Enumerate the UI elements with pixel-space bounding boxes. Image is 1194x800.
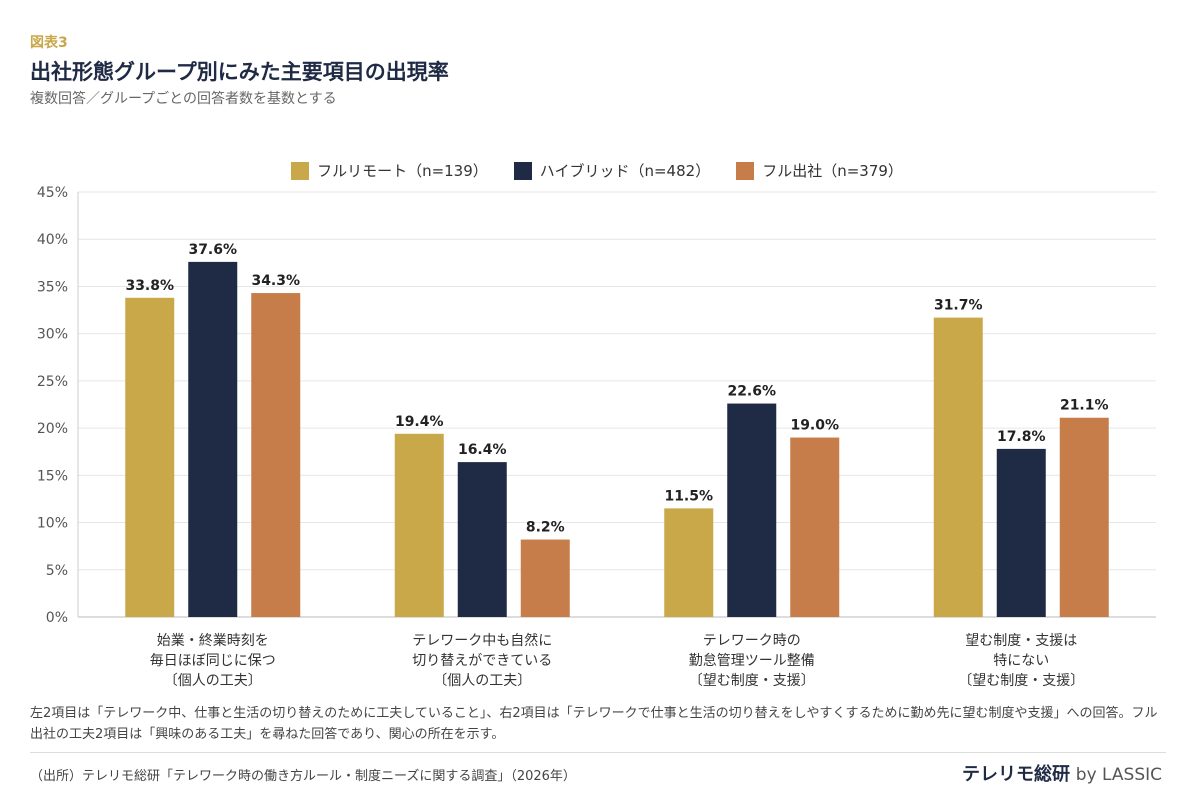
legend-swatch-full-remote <box>291 161 310 180</box>
brand-logo: テレリモ総研 by LASSIC <box>962 760 1162 786</box>
y-tick-label: 25% <box>37 374 68 390</box>
x-tick-label: テレワーク時の <box>703 633 801 649</box>
data-label: 21.1% <box>1060 398 1109 414</box>
legend-item-full-office: フル出社（n=379） <box>736 160 903 181</box>
bar-chart: 0% 5% 10% 15% 20% 25% 30% 35% 40% 45% 33.8% 37.6% 34… <box>37 185 1156 689</box>
legend-swatch-hybrid <box>513 161 532 180</box>
bar <box>790 437 840 617</box>
data-label: 19.0% <box>790 418 839 434</box>
x-tick-label: 毎日ほぼ同じに保つ <box>150 653 276 669</box>
data-label: 17.8% <box>997 429 1046 445</box>
bar <box>664 508 714 617</box>
x-tick-label: テレワーク中も自然に <box>412 632 552 649</box>
data-label: 8.2% <box>526 520 565 536</box>
legend-item-full-remote: フルリモート（n=139） <box>291 160 488 181</box>
x-tick-label: 〔個人の工夫〕 <box>433 673 531 689</box>
y-tick-label: 5% <box>46 563 68 579</box>
y-tick-label: 10% <box>37 516 68 532</box>
x-tick-label: 特にない <box>993 653 1049 669</box>
y-tick-label: 15% <box>37 468 68 484</box>
data-label: 11.5% <box>664 488 713 504</box>
x-tick-label: 切り替えができている <box>412 653 552 669</box>
data-label: 33.8% <box>125 278 174 294</box>
footer-divider <box>30 752 1166 753</box>
x-tick-label: 〔個人の工夫〕 <box>164 673 262 689</box>
bar <box>727 403 777 617</box>
y-tick-label: 45% <box>37 185 68 201</box>
y-tick-label: 0% <box>46 610 68 626</box>
data-label: 16.4% <box>458 442 507 458</box>
data-label: 37.6% <box>188 242 237 258</box>
bar <box>394 433 444 617</box>
legend-label-full-remote: フルリモート（n=139） <box>317 162 488 180</box>
brand-suffix: by LASSIC <box>1075 765 1162 785</box>
figure-label: 図表3 <box>30 35 68 51</box>
bar <box>520 539 570 617</box>
x-tick-label: 始業・終業時刻を <box>157 633 269 649</box>
bar <box>457 462 507 617</box>
source-note: （出所）テレリモ総研「テレワーク時の働き方ルール・制度ニーズに関する調査」（20… <box>30 769 576 784</box>
bar <box>933 317 983 617</box>
brand-name: テレリモ総研 <box>962 764 1071 785</box>
x-tick-label: 勤怠管理ツール整備 <box>689 653 815 669</box>
y-tick-label: 35% <box>37 279 68 295</box>
chart-title: 出社形態グループ別にみた主要項目の出現率 <box>30 60 449 84</box>
x-tick-label: 〔望む制度・支援〕 <box>689 673 815 689</box>
legend-swatch-full-office <box>736 161 755 180</box>
data-label: 22.6% <box>727 384 776 400</box>
bar <box>996 448 1046 617</box>
x-tick-label: 〔望む制度・支援〕 <box>958 673 1084 689</box>
chart-subtitle: 複数回答／グループごとの回答者数を基数とする <box>30 91 337 107</box>
bar <box>251 293 301 617</box>
bar <box>125 297 175 617</box>
y-tick-label: 40% <box>37 232 68 248</box>
bar <box>188 261 238 617</box>
legend-label-full-office: フル出社（n=379） <box>762 162 903 180</box>
data-label: 19.4% <box>395 414 444 430</box>
data-label: 31.7% <box>934 298 983 314</box>
y-tick-label: 20% <box>37 421 68 437</box>
legend-label-hybrid: ハイブリッド（n=482） <box>539 162 711 180</box>
y-tick-label: 30% <box>37 327 68 343</box>
footnote: 左2項目は「テレワーク中、仕事と生活の切り替えのために工夫していること」、右2項… <box>30 706 1158 742</box>
x-tick-label: 望む制度・支援は <box>965 633 1077 649</box>
data-label: 34.3% <box>251 273 300 289</box>
bar <box>1059 417 1109 617</box>
legend: フルリモート（n=139） ハイブリッド（n=482） フル出社（n=379） <box>0 160 1194 181</box>
legend-item-hybrid: ハイブリッド（n=482） <box>513 160 711 181</box>
